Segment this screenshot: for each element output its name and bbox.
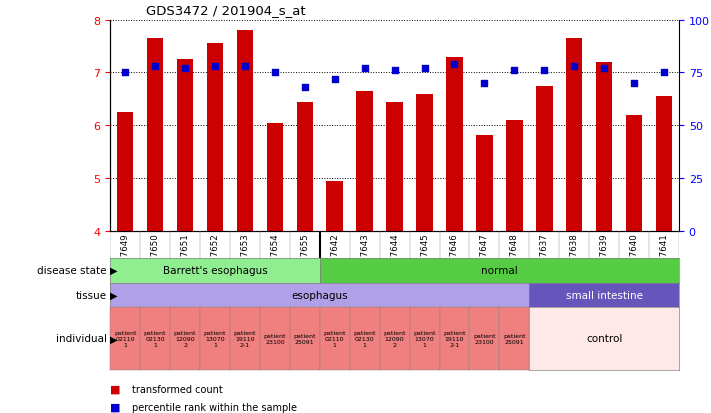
- Text: patient
02130
1: patient 02130 1: [144, 330, 166, 347]
- Point: [239, 64, 250, 70]
- Bar: [476, 135, 493, 231]
- Text: patient
23100: patient 23100: [473, 333, 496, 344]
- Text: patient
25091: patient 25091: [294, 333, 316, 344]
- Text: small intestine: small intestine: [566, 290, 643, 300]
- Text: GSM327643: GSM327643: [360, 233, 369, 285]
- Text: GSM327653: GSM327653: [240, 233, 250, 285]
- Text: GSM327652: GSM327652: [210, 233, 220, 285]
- Bar: [237, 31, 253, 231]
- Point: [209, 64, 220, 70]
- Point: [269, 70, 281, 76]
- Text: patient
02110
1: patient 02110 1: [114, 330, 137, 347]
- Point: [359, 66, 370, 72]
- Bar: [566, 39, 582, 231]
- Point: [508, 68, 520, 74]
- Bar: [417, 95, 433, 231]
- Text: ▶: ▶: [109, 334, 117, 344]
- Text: patient
12090
2: patient 12090 2: [383, 330, 406, 347]
- Point: [599, 66, 610, 72]
- Text: patient
13070
1: patient 13070 1: [413, 330, 436, 347]
- Text: tissue: tissue: [75, 290, 107, 300]
- Text: normal: normal: [481, 266, 518, 275]
- Text: GSM327638: GSM327638: [570, 233, 579, 285]
- Text: ■: ■: [110, 402, 121, 412]
- Point: [658, 70, 670, 76]
- Bar: [656, 97, 673, 231]
- Point: [389, 68, 400, 74]
- Point: [329, 76, 341, 83]
- Text: GSM327646: GSM327646: [450, 233, 459, 285]
- Text: ■: ■: [110, 384, 121, 394]
- Text: percentile rank within the sample: percentile rank within the sample: [132, 402, 296, 412]
- Text: transformed count: transformed count: [132, 384, 223, 394]
- Text: control: control: [586, 334, 622, 344]
- Point: [149, 64, 161, 70]
- Text: patient
02110
1: patient 02110 1: [324, 330, 346, 347]
- Point: [419, 66, 430, 72]
- Text: patient
19110
2-1: patient 19110 2-1: [443, 330, 466, 347]
- Text: GSM327649: GSM327649: [121, 233, 129, 285]
- Text: GSM327647: GSM327647: [480, 233, 489, 285]
- Text: esophagus: esophagus: [292, 290, 348, 300]
- Bar: [447, 57, 463, 231]
- Text: GSM327645: GSM327645: [420, 233, 429, 285]
- Point: [119, 70, 131, 76]
- Point: [299, 85, 311, 91]
- Text: patient
13070
1: patient 13070 1: [204, 330, 226, 347]
- Point: [539, 68, 550, 74]
- Bar: [117, 113, 134, 231]
- Text: GSM327650: GSM327650: [151, 233, 159, 285]
- Text: patient
12090
2: patient 12090 2: [173, 330, 196, 347]
- Text: GSM327637: GSM327637: [540, 233, 549, 285]
- Text: GDS3472 / 201904_s_at: GDS3472 / 201904_s_at: [146, 4, 306, 17]
- Text: patient
23100: patient 23100: [264, 333, 286, 344]
- Point: [629, 81, 640, 87]
- Bar: [296, 102, 313, 231]
- Text: GSM327642: GSM327642: [330, 233, 339, 285]
- Bar: [596, 63, 612, 231]
- Text: GSM327639: GSM327639: [599, 233, 609, 285]
- Bar: [267, 123, 283, 231]
- Text: ▶: ▶: [109, 290, 117, 300]
- Text: patient
19110
2-1: patient 19110 2-1: [234, 330, 256, 347]
- Point: [569, 64, 580, 70]
- Text: GSM327648: GSM327648: [510, 233, 519, 285]
- Point: [479, 81, 490, 87]
- Text: individual: individual: [55, 334, 107, 344]
- Point: [179, 66, 191, 72]
- Text: Barrett's esophagus: Barrett's esophagus: [163, 266, 267, 275]
- Bar: [626, 115, 642, 231]
- Text: GSM327644: GSM327644: [390, 233, 399, 285]
- Bar: [536, 86, 552, 231]
- Text: ▶: ▶: [109, 266, 117, 275]
- Text: GSM327640: GSM327640: [630, 233, 638, 285]
- Bar: [506, 121, 523, 231]
- Bar: [326, 181, 343, 231]
- Text: disease state: disease state: [37, 266, 107, 275]
- Bar: [177, 60, 193, 231]
- Bar: [356, 92, 373, 231]
- Text: GSM327655: GSM327655: [300, 233, 309, 285]
- Text: patient
02130
1: patient 02130 1: [353, 330, 376, 347]
- Bar: [147, 39, 164, 231]
- Text: patient
25091: patient 25091: [503, 333, 525, 344]
- Text: GSM327651: GSM327651: [181, 233, 190, 285]
- Text: GSM327641: GSM327641: [660, 233, 668, 285]
- Bar: [207, 44, 223, 231]
- Text: GSM327654: GSM327654: [270, 233, 279, 285]
- Point: [449, 62, 460, 68]
- Bar: [386, 102, 403, 231]
